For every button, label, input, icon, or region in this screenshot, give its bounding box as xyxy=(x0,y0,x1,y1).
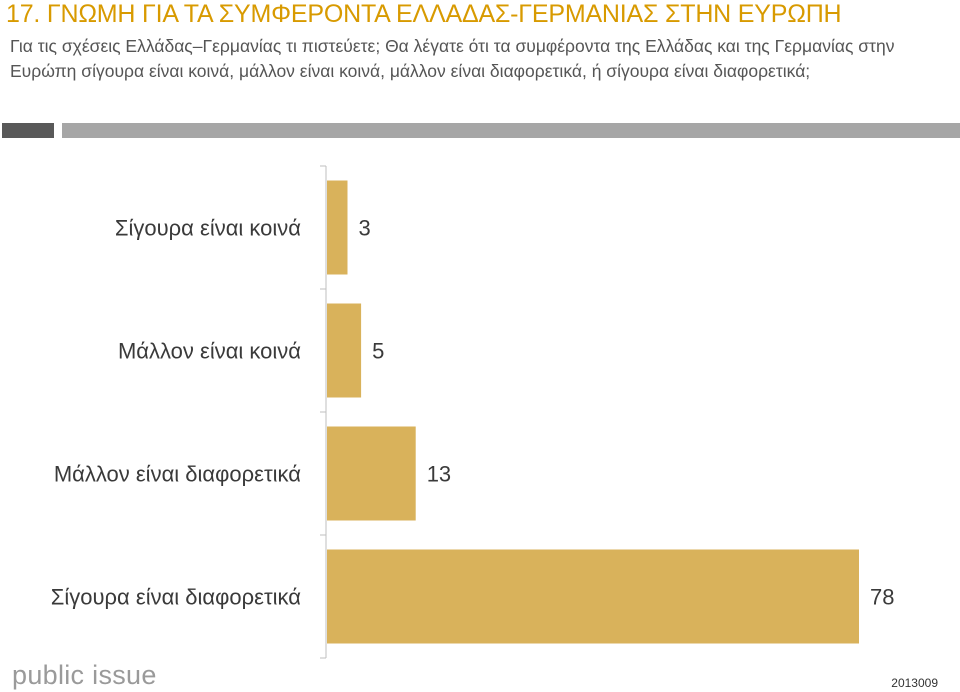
data-label: 78 xyxy=(870,585,894,610)
data-label: 13 xyxy=(427,462,451,487)
chart-title: 17. ΓΝΩΜΗ ΓΙΑ ΤΑ ΣΥΜΦΕΡΟΝΤΑ ΕΛΛΑΔΑΣ-ΓΕΡΜ… xyxy=(6,0,842,28)
public-issue-logo: public issue xyxy=(12,660,157,690)
category-label: Μάλλον είναι διαφορετικά xyxy=(54,462,301,487)
bar xyxy=(327,426,416,521)
category-label: Σίγουρα είναι κοινά xyxy=(115,216,301,241)
bar xyxy=(327,180,348,275)
category-label: Μάλλον είναι κοινά xyxy=(118,339,301,364)
header-divider-dark xyxy=(2,123,54,138)
bar xyxy=(327,549,859,644)
data-label: 3 xyxy=(359,216,371,241)
survey-question: Για τις σχέσεις Ελλάδας–Γερμανίας τι πισ… xyxy=(10,36,895,81)
data-label: 5 xyxy=(372,339,384,364)
header-divider-light xyxy=(62,123,960,138)
category-label: Σίγουρα είναι διαφορετικά xyxy=(51,585,301,610)
survey-code: 2013009 xyxy=(891,676,938,690)
bar xyxy=(327,303,362,398)
